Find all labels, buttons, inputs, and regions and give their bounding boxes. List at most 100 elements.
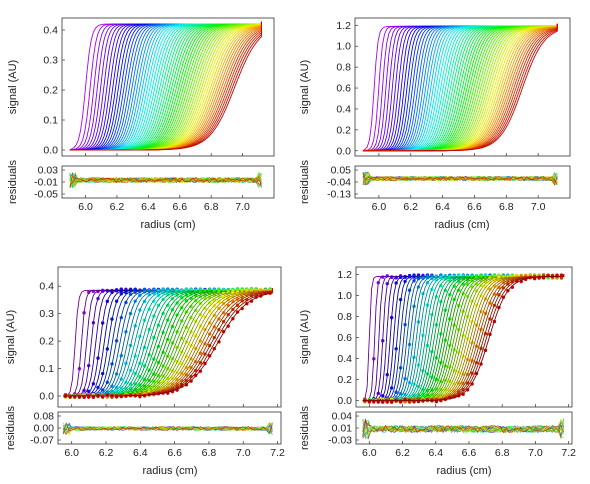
scan-point [470,382,474,386]
residual-y-tick-label: -0.03 [328,435,352,447]
residual-y-tick-label: 0.08 [34,411,55,423]
scan-point [398,297,403,302]
scan-point [175,388,179,392]
y-tick-label: 0.0 [337,395,352,407]
y-tick-label: 0.2 [336,124,351,136]
scan-point [537,275,541,280]
scan-point [207,301,212,305]
x-tick-label: 6.2 [110,201,125,213]
scan-point [193,308,198,313]
x-tick-label: 6.0 [362,447,377,459]
x-axis-label: radius (cm) [142,465,197,477]
x-axis-label: radius (cm) [436,465,491,477]
scan-point [217,300,221,304]
y-axis-label: signal (AU) [5,310,17,364]
residual-line [62,426,273,435]
scan-point [439,300,443,304]
scan-point [110,384,114,388]
x-tick-label: 6.4 [428,447,443,459]
residual-axis-label: residuals [299,159,311,204]
scan-point [217,340,221,344]
residual-axis-label: residuals [299,405,311,450]
residual-line [69,177,262,187]
residual-group [362,417,564,440]
scan-point [416,384,421,389]
scan-point [398,400,403,404]
scan-point [87,290,91,294]
scan-point [203,315,207,319]
scan-point [457,350,461,354]
scan-point [221,311,226,315]
scan-point [198,369,203,373]
scan-point [128,382,133,386]
scan-point [180,350,184,354]
x-tick-label: 7.0 [235,201,250,213]
x-axis-label: radius (cm) [434,219,489,231]
scan-point [184,299,189,303]
residual-y-tick-label: 0.03 [38,165,59,177]
scan-point [461,392,465,396]
y-tick-label: 0.3 [39,308,54,320]
scan-point [376,400,380,404]
residual-axis-label: residuals [5,405,17,450]
scan-point [142,345,147,350]
scan-point [492,319,497,324]
scan-point [133,354,137,358]
scan-point [443,387,447,391]
residual-y-tick-label: 0.05 [331,165,352,177]
scan-point [100,289,105,293]
scan-point [114,389,119,393]
scan-point [465,282,470,286]
x-tick-label: 6.0 [372,201,387,213]
y-tick-label: 0.6 [337,332,352,344]
scan-point [114,385,119,390]
scan-point [497,275,501,279]
residual-axis-label: residuals [7,159,19,204]
x-tick-label: 6.0 [78,201,93,213]
scan-point [421,276,425,281]
scan-point [240,306,244,311]
residual-group [62,421,273,436]
scan-point [184,383,189,387]
scan-point [138,374,142,379]
scan-point [497,285,501,290]
x-tick-label: 7.0 [528,447,543,459]
scan-point [407,398,412,402]
scan-point [96,393,100,398]
residual-y-tick-label: -0.05 [34,189,58,201]
scan-point [457,390,461,395]
scan-point [203,306,207,311]
residual-line [362,175,558,186]
scan-point [114,288,119,292]
scan-point [110,393,114,397]
scan-point [128,287,133,292]
scan-point [221,295,226,299]
fit-line [63,292,273,397]
residual-line [362,418,564,435]
scan-point [161,380,165,384]
scan-point [421,392,425,396]
scan-point [510,285,515,289]
x-tick-label: 7.2 [561,447,576,459]
x-tick-label: 6.8 [204,201,219,213]
scan-point [128,386,133,391]
residual-line [362,420,564,434]
x-tick-label: 6.4 [141,201,156,213]
scan-point [249,293,254,298]
scan-line [362,23,558,152]
scan-point [559,276,564,280]
x-tick-label: 6.6 [462,447,477,459]
scan-point [452,395,456,399]
scan-point [394,398,398,402]
scan-point [73,394,77,398]
scan-point [439,398,443,402]
y-tick-label: 0.2 [39,336,54,348]
scan-point [528,275,532,280]
residual-group [69,171,262,189]
residual-line [362,172,558,185]
residual-y-tick-label: -0.01 [34,177,58,189]
scan-point [203,296,207,301]
y-tick-label: 1.2 [336,20,351,32]
scan-point [100,395,105,399]
scan-point [180,384,184,388]
